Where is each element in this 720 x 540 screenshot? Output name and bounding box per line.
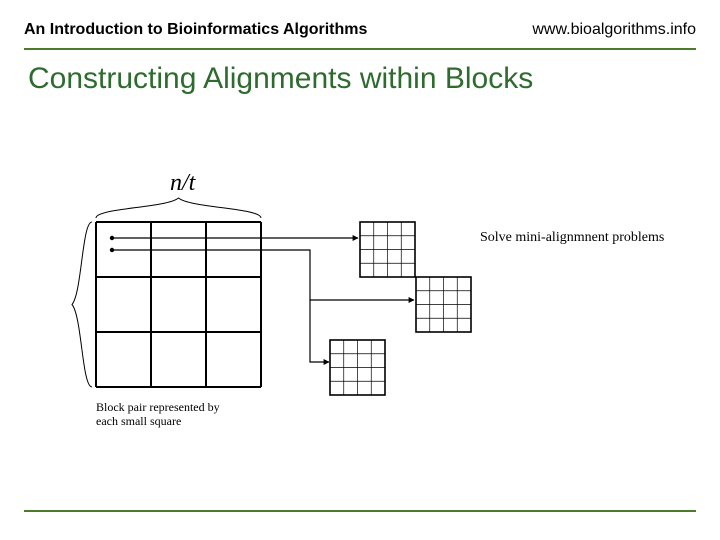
big-grid-bg <box>96 222 261 387</box>
slide: An Introduction to Bioinformatics Algori… <box>0 0 720 540</box>
dot-1 <box>110 248 114 252</box>
brace-left <box>72 222 92 387</box>
footer-rule <box>24 510 696 512</box>
arrow-2 <box>310 300 329 362</box>
dot-0 <box>110 236 114 240</box>
brace-top <box>96 198 261 218</box>
diagram-svg <box>0 0 720 540</box>
